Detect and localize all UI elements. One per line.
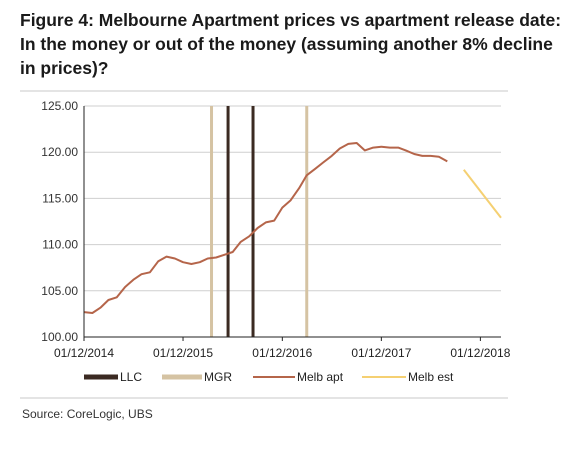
legend-label: MGR [204,370,232,384]
legend: LLC MGR Melb apt Melb est [84,370,454,384]
x-tick-label: 01/12/2017 [351,346,411,360]
y-tick-label: 125.00 [41,99,78,113]
legend-label: Melb apt [297,370,344,384]
series-group [83,142,502,314]
legend-swatch-mgr [162,374,202,380]
y-tick-label: 110.00 [42,238,78,252]
legend-swatch-llc [84,374,118,380]
series-melb-apt [83,142,448,314]
series-melb-est [463,169,502,219]
chart-title: Figure 4: Melbourne Apartment prices vs … [20,10,562,78]
y-tick-label: 115.00 [42,191,78,205]
y-tick-label: 100.00 [41,330,78,344]
x-tick-label: 01/12/2014 [54,346,114,360]
y-tick-label: 105.00 [41,284,78,298]
y-axis: 125.00 120.00 115.00 110.00 105.00 100.00 [41,99,85,344]
x-tick-label: 01/12/2015 [153,346,213,360]
source-note: Source: CoreLogic, UBS [22,407,153,421]
vertical-markers [210,106,309,337]
x-tick-label: 01/12/2016 [252,346,312,360]
x-axis: 01/12/2014 01/12/2015 01/12/2016 01/12/2017… [54,336,511,360]
legend-label: LLC [120,370,142,384]
y-tick-label: 120.00 [41,145,78,159]
legend-label: Melb est [408,370,454,384]
x-tick-label: 01/12/2018 [450,346,510,360]
